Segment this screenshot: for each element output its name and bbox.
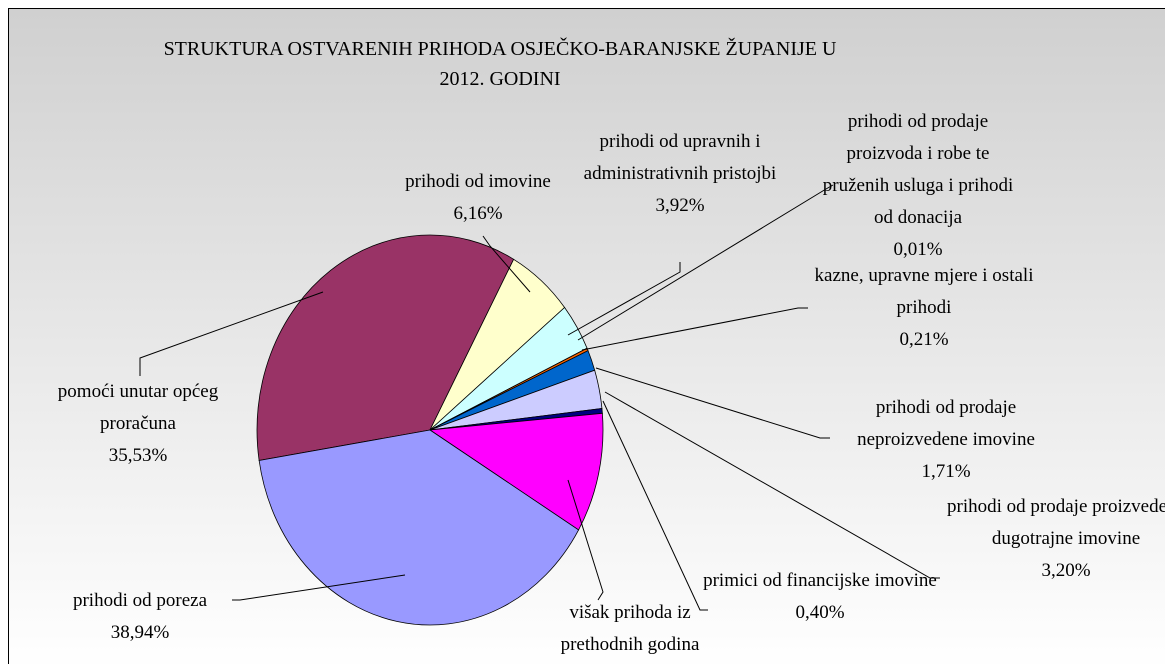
category-label: prihodi od poreza	[72, 590, 207, 611]
category-label: prihodi od prodaje neproizvedene imovine	[857, 397, 1035, 450]
leader-line	[139, 291, 324, 376]
category-label: primici od financijske imovine	[703, 570, 937, 591]
value-label: 0,21%	[899, 329, 949, 350]
data-label: prihodi od poreza 38,94%	[30, 585, 250, 649]
leader-line	[604, 391, 940, 579]
leader-line	[577, 184, 834, 341]
data-label: pomoći unutar općeg proračuna 35,53%	[18, 376, 258, 472]
data-label: prihodi od imovine 6,16%	[368, 166, 588, 230]
value-label: 38,94%	[110, 622, 170, 643]
value-label: 0,01%	[893, 239, 943, 260]
leader-line	[595, 367, 830, 439]
pie-slice	[256, 234, 515, 461]
category-label: prihodi od prodaje proizvoda i robe te p…	[822, 111, 1014, 228]
value-label: 35,53%	[108, 445, 168, 466]
data-label: višak prihoda iz prethodnih godina9,92%	[530, 597, 730, 664]
category-label: prihodi od imovine	[405, 171, 551, 192]
leader-line	[567, 262, 681, 336]
data-label: primici od financijske imovine 0,40%	[700, 565, 940, 629]
pie-slice	[258, 429, 580, 626]
chart-title: STRUKTURA OSTVARENIH PRIHODA OSJEČKO-BAR…	[163, 38, 837, 90]
value-label: 0,40%	[795, 602, 845, 623]
category-label: prihodi od prodaje proizvedene dugotrajn…	[947, 496, 1165, 549]
category-label: višak prihoda iz prethodnih godina	[560, 602, 700, 655]
leader-line	[602, 400, 708, 611]
leader-line	[482, 235, 531, 293]
value-label: 3,92%	[655, 195, 705, 216]
value-label: 6,16%	[453, 203, 503, 224]
data-label: kazne, upravne mjere i ostali prihodi 0,2…	[804, 260, 1044, 356]
leader-line	[581, 307, 808, 351]
category-label: kazne, upravne mjere i ostali prihodi	[814, 265, 1034, 318]
data-label: prihodi od prodaje proizvoda i robe te p…	[818, 106, 1018, 266]
data-label: prihodi od prodaje proizvedene dugotrajn…	[946, 491, 1165, 587]
data-label: prihodi od upravnih i administrativnih p…	[565, 126, 795, 222]
value-label: 3,20%	[1041, 560, 1091, 581]
category-label: pomoći unutar općeg proračuna	[57, 381, 219, 434]
leader-line	[232, 574, 406, 601]
data-label: prihodi od prodaje neproizvedene imovine…	[821, 392, 1071, 488]
pie-slice	[428, 412, 604, 531]
category-label: prihodi od upravnih i administrativnih p…	[583, 131, 777, 184]
leader-line	[567, 479, 604, 601]
value-label: 1,71%	[921, 461, 971, 482]
